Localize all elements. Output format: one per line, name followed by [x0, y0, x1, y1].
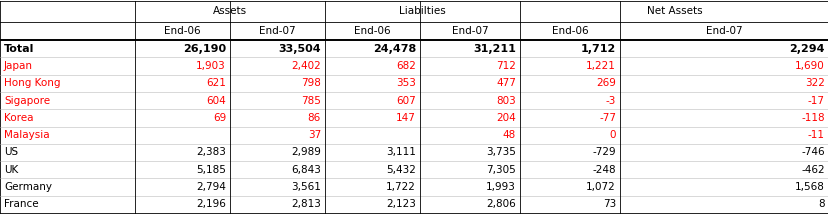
Text: -462: -462: [801, 165, 824, 175]
Text: 8: 8: [817, 199, 824, 209]
Text: Korea: Korea: [4, 113, 33, 123]
Text: 0: 0: [609, 130, 615, 140]
Text: 2,813: 2,813: [291, 199, 320, 209]
Text: End-06: End-06: [551, 26, 588, 36]
Text: Sigapore: Sigapore: [4, 95, 50, 106]
Text: 1,722: 1,722: [386, 182, 416, 192]
Text: Germany: Germany: [4, 182, 52, 192]
Text: 48: 48: [502, 130, 515, 140]
Text: -729: -729: [592, 147, 615, 158]
Text: End-06: End-06: [164, 26, 200, 36]
Text: 798: 798: [301, 78, 320, 88]
Text: -248: -248: [592, 165, 615, 175]
Text: Malaysia: Malaysia: [4, 130, 50, 140]
Text: 803: 803: [496, 95, 515, 106]
Text: 1,993: 1,993: [485, 182, 515, 192]
Text: -3: -3: [605, 95, 615, 106]
Text: 1,690: 1,690: [794, 61, 824, 71]
Text: 621: 621: [206, 78, 226, 88]
Text: 3,735: 3,735: [485, 147, 515, 158]
Text: Liabilties: Liabilties: [398, 6, 445, 16]
Text: 6,843: 6,843: [291, 165, 320, 175]
Text: 682: 682: [396, 61, 416, 71]
Text: 2,294: 2,294: [788, 44, 824, 54]
Text: US: US: [4, 147, 18, 158]
Text: 147: 147: [396, 113, 416, 123]
Text: -17: -17: [807, 95, 824, 106]
Text: 26,190: 26,190: [183, 44, 226, 54]
Text: -77: -77: [599, 113, 615, 123]
Text: 2,123: 2,123: [386, 199, 416, 209]
Text: -11: -11: [807, 130, 824, 140]
Text: 2,402: 2,402: [291, 61, 320, 71]
Text: 24,478: 24,478: [373, 44, 416, 54]
Text: End-07: End-07: [259, 26, 296, 36]
Text: 73: 73: [602, 199, 615, 209]
Text: 1,221: 1,221: [585, 61, 615, 71]
Text: 1,712: 1,712: [580, 44, 615, 54]
Text: 2,196: 2,196: [196, 199, 226, 209]
Text: 2,794: 2,794: [196, 182, 226, 192]
Text: 1,072: 1,072: [585, 182, 615, 192]
Text: Total: Total: [4, 44, 34, 54]
Text: Net Assets: Net Assets: [646, 6, 701, 16]
Text: 5,185: 5,185: [196, 165, 226, 175]
Text: End-07: End-07: [451, 26, 488, 36]
Text: 2,806: 2,806: [486, 199, 515, 209]
Text: 5,432: 5,432: [386, 165, 416, 175]
Text: 1,903: 1,903: [196, 61, 226, 71]
Text: 785: 785: [301, 95, 320, 106]
Text: 1,568: 1,568: [794, 182, 824, 192]
Text: 322: 322: [804, 78, 824, 88]
Text: 604: 604: [206, 95, 226, 106]
Text: Hong Kong: Hong Kong: [4, 78, 60, 88]
Text: 712: 712: [495, 61, 515, 71]
Text: 69: 69: [213, 113, 226, 123]
Text: 269: 269: [595, 78, 615, 88]
Text: 33,504: 33,504: [278, 44, 320, 54]
Text: 7,305: 7,305: [486, 165, 515, 175]
Text: End-06: End-06: [354, 26, 390, 36]
Text: Japan: Japan: [4, 61, 33, 71]
Text: 3,561: 3,561: [291, 182, 320, 192]
Text: 86: 86: [307, 113, 320, 123]
Text: 31,211: 31,211: [473, 44, 515, 54]
Text: 3,111: 3,111: [386, 147, 416, 158]
Text: End-07: End-07: [705, 26, 742, 36]
Text: 607: 607: [396, 95, 416, 106]
Text: -118: -118: [801, 113, 824, 123]
Text: 477: 477: [495, 78, 515, 88]
Text: 37: 37: [307, 130, 320, 140]
Text: -746: -746: [801, 147, 824, 158]
Text: 2,989: 2,989: [291, 147, 320, 158]
Text: 2,383: 2,383: [196, 147, 226, 158]
Text: 353: 353: [396, 78, 416, 88]
Text: UK: UK: [4, 165, 18, 175]
Text: 204: 204: [496, 113, 515, 123]
Text: France: France: [4, 199, 39, 209]
Text: Assets: Assets: [213, 6, 247, 16]
